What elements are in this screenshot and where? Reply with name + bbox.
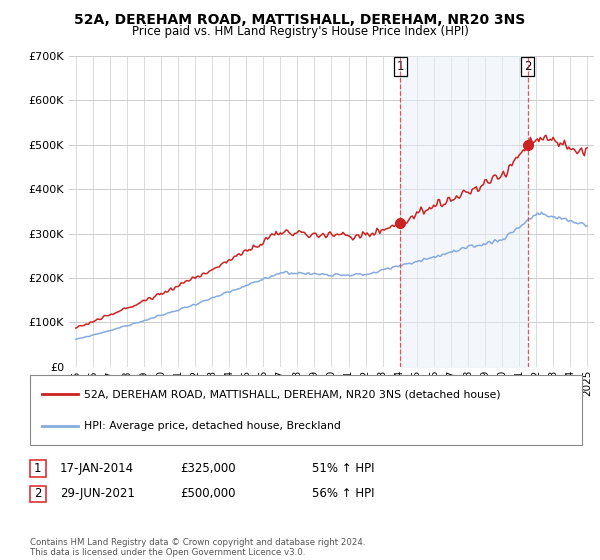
Text: £325,000: £325,000 bbox=[180, 462, 236, 475]
Text: 1: 1 bbox=[397, 60, 404, 73]
Text: £500,000: £500,000 bbox=[180, 487, 235, 501]
Text: Price paid vs. HM Land Registry's House Price Index (HPI): Price paid vs. HM Land Registry's House … bbox=[131, 25, 469, 38]
Text: 1: 1 bbox=[34, 462, 41, 475]
Text: 52A, DEREHAM ROAD, MATTISHALL, DEREHAM, NR20 3NS: 52A, DEREHAM ROAD, MATTISHALL, DEREHAM, … bbox=[74, 13, 526, 27]
Text: Contains HM Land Registry data © Crown copyright and database right 2024.
This d: Contains HM Land Registry data © Crown c… bbox=[30, 538, 365, 557]
Text: 56% ↑ HPI: 56% ↑ HPI bbox=[312, 487, 374, 501]
Text: 52A, DEREHAM ROAD, MATTISHALL, DEREHAM, NR20 3NS (detached house): 52A, DEREHAM ROAD, MATTISHALL, DEREHAM, … bbox=[84, 389, 500, 399]
Text: 2: 2 bbox=[524, 60, 531, 73]
Text: HPI: Average price, detached house, Breckland: HPI: Average price, detached house, Brec… bbox=[84, 421, 341, 431]
Text: 29-JUN-2021: 29-JUN-2021 bbox=[60, 487, 135, 501]
Text: 51% ↑ HPI: 51% ↑ HPI bbox=[312, 462, 374, 475]
Text: 2: 2 bbox=[34, 487, 41, 501]
Text: 17-JAN-2014: 17-JAN-2014 bbox=[60, 462, 134, 475]
